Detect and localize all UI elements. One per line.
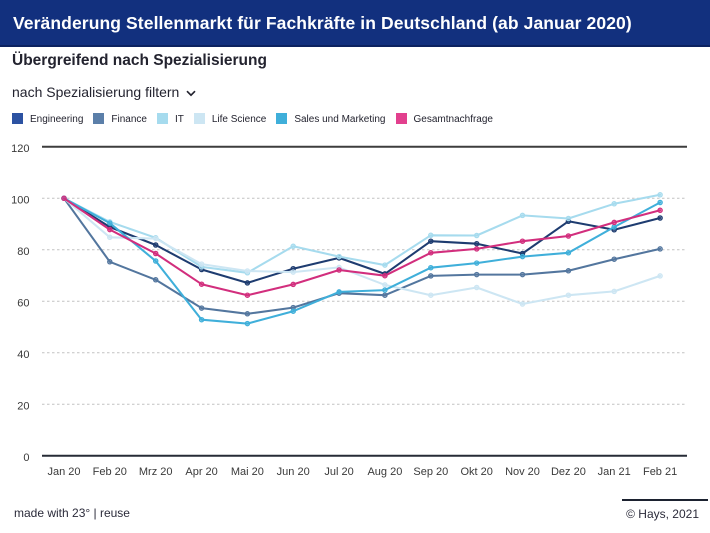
svg-text:0: 0 [23,452,29,464]
svg-text:Dez 20: Dez 20 [551,466,586,478]
svg-text:120: 120 [11,143,29,155]
svg-text:Jun 20: Jun 20 [277,466,310,478]
svg-text:Mrz 20: Mrz 20 [139,466,173,478]
svg-text:Sep 20: Sep 20 [413,466,448,478]
svg-text:Aug 20: Aug 20 [367,466,402,478]
svg-text:80: 80 [17,246,29,258]
svg-text:40: 40 [17,349,29,361]
svg-text:Nov 20: Nov 20 [505,466,540,478]
svg-text:Jan 20: Jan 20 [47,466,80,478]
svg-text:20: 20 [17,401,29,413]
svg-text:Jul 20: Jul 20 [324,466,353,478]
svg-text:100: 100 [11,195,29,207]
svg-text:Feb 21: Feb 21 [643,466,677,478]
svg-text:Feb 20: Feb 20 [93,466,127,478]
svg-text:Jan 21: Jan 21 [598,466,631,478]
svg-text:60: 60 [17,298,29,310]
svg-text:Mai 20: Mai 20 [231,466,264,478]
svg-text:Okt 20: Okt 20 [460,466,492,478]
svg-text:Apr 20: Apr 20 [185,466,217,478]
